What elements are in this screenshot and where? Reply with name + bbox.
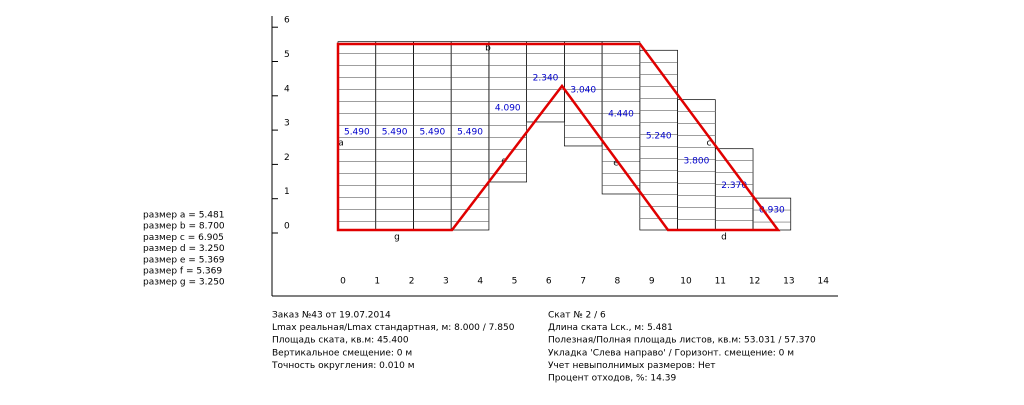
x-tick-label: 14 <box>817 277 829 287</box>
size-entry: размер e = 5.369 <box>143 255 225 265</box>
x-tick-label: 1 <box>374 277 380 287</box>
sheets <box>337 41 792 231</box>
x-tick-label: 12 <box>749 277 760 287</box>
side-label: e <box>613 159 619 169</box>
x-tick-label: 3 <box>443 277 449 287</box>
x-tick-label: 8 <box>615 277 621 287</box>
size-entry: размер d = 3.250 <box>143 244 225 254</box>
sheet-length: 5.240 <box>646 132 672 142</box>
side-label: b <box>485 44 491 54</box>
y-tick-label: 1 <box>284 187 290 197</box>
sheet-length: 3.800 <box>684 156 710 166</box>
y-tick-label: 0 <box>284 222 290 232</box>
y-tick-label: 4 <box>284 84 290 94</box>
sheet-length: 3.040 <box>570 85 596 95</box>
sheet-length: 5.490 <box>419 127 445 137</box>
sheet-length: 2.370 <box>721 181 747 191</box>
sheet-length: 5.490 <box>344 127 370 137</box>
x-tick-label: 4 <box>477 277 483 287</box>
x-tick-label: 10 <box>680 277 692 287</box>
x-tick-label: 9 <box>649 277 655 287</box>
info-left: Вертикальное смещение: 0 м <box>272 348 412 358</box>
info-left: Площадь ската, кв.м: 45.400 <box>272 336 409 346</box>
side-label: c <box>707 139 712 149</box>
y-tick-label: 6 <box>284 16 290 26</box>
sheet-length: 5.490 <box>382 127 408 137</box>
x-tick-label: 11 <box>715 277 726 287</box>
y-tick-label: 2 <box>284 153 290 163</box>
roof-outline <box>336 42 781 232</box>
x-tick-label: 13 <box>783 277 794 287</box>
size-entry: размер f = 5.369 <box>143 267 222 277</box>
y-tick-label: 5 <box>284 50 290 60</box>
x-tick-label: 7 <box>580 277 586 287</box>
x-tick-label: 0 <box>340 277 346 287</box>
info-right: Учет невыполнимых размеров: Нет <box>548 361 716 371</box>
info-right: Укладка 'Слева направо' / Горизонт. смещ… <box>548 348 794 358</box>
info-left: Lmax реальная/Lmax стандартная, м: 8.000… <box>272 323 515 333</box>
x-tick-label: 6 <box>546 277 552 287</box>
info-left: Точность округления: 0.010 м <box>271 361 415 371</box>
sheet-length: 0.930 <box>759 206 785 216</box>
sheet-length: 4.440 <box>608 109 634 119</box>
side-label: d <box>721 233 727 243</box>
sheet-length: 2.340 <box>533 73 559 83</box>
size-entry: размер b = 8.700 <box>143 222 225 232</box>
sheet-length: 5.490 <box>457 127 483 137</box>
info-right: Полезная/Полная площадь листов, кв.м: 53… <box>548 336 816 346</box>
sheet-length: 4.090 <box>495 103 521 113</box>
info-right: Длина ската Lск., м: 5.481 <box>548 323 673 333</box>
x-tick-label: 2 <box>409 277 415 287</box>
info-right: Скат № 2 / 6 <box>548 311 606 321</box>
side-label: a <box>338 139 344 149</box>
x-tick-label: 5 <box>512 277 518 287</box>
side-label: g <box>394 233 400 243</box>
y-tick-label: 3 <box>284 119 290 129</box>
size-entry: размер c = 6.905 <box>143 233 224 243</box>
size-entry: размер g = 3.250 <box>143 278 225 288</box>
info-right: Процент отходов, %: 14.39 <box>548 374 676 384</box>
info-left: Заказ №43 от 19.07.2014 <box>272 311 391 321</box>
size-entry: размер a = 5.481 <box>143 211 224 221</box>
